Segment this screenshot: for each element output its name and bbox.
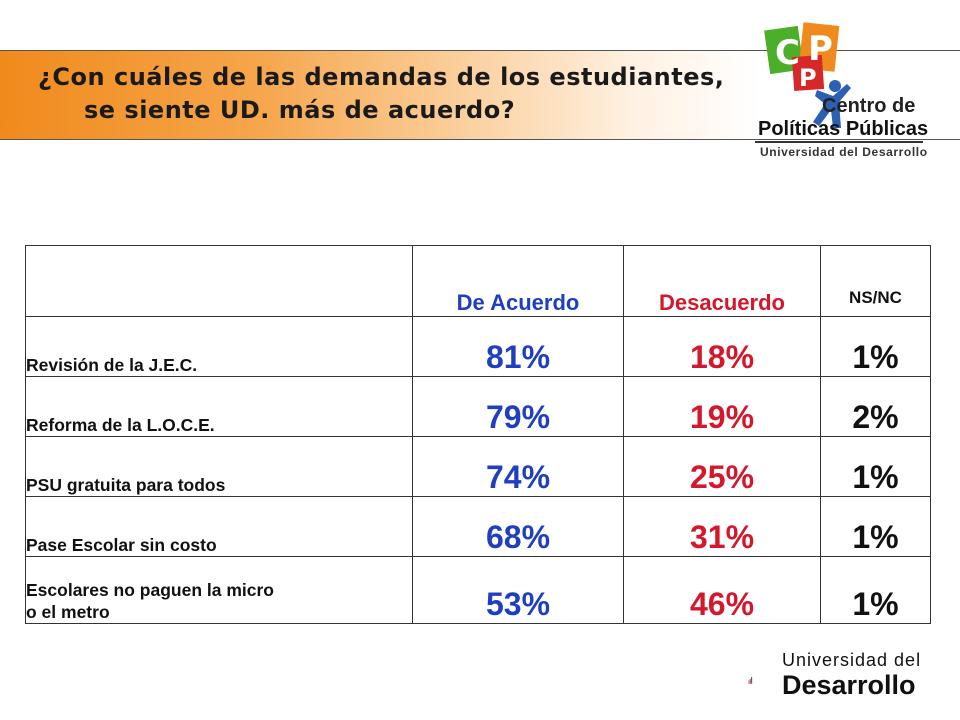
ud-logo-icon xyxy=(748,677,753,684)
ns-value: 1% xyxy=(820,436,931,497)
ud-logo-text-1: Universidad del xyxy=(782,650,922,670)
agree-value: 74% xyxy=(412,436,624,497)
table-row: PSU gratuita para todos 74% 25% 1% xyxy=(25,436,931,497)
header-empty-cell xyxy=(25,245,413,317)
svg-text:P: P xyxy=(808,29,833,69)
table-row: Revisión de la J.E.C. 81% 18% 1% xyxy=(25,316,931,377)
row-label: Revisión de la J.E.C. xyxy=(25,316,413,377)
row-label: Escolares no paguen la micro o el metro xyxy=(25,556,413,624)
disagree-value: 31% xyxy=(623,496,821,557)
header-desacuerdo: Desacuerdo xyxy=(623,245,821,317)
disagree-value: 19% xyxy=(623,376,821,437)
table-header-row: De Acuerdo Desacuerdo NS/NC xyxy=(25,245,931,317)
slide-title-line-1: ¿Con cuáles de las demandas de los estud… xyxy=(38,63,725,91)
cpp-logo-divider xyxy=(755,141,923,143)
cpp-logo: C P P xyxy=(764,22,851,128)
ns-value: 1% xyxy=(820,556,931,624)
header-ns-nc: NS/NC xyxy=(820,245,931,317)
cpp-logo-text-2: Políticas Públicas xyxy=(758,118,929,140)
table-row: Pase Escolar sin costo 68% 31% 1% xyxy=(25,496,931,557)
agree-value: 79% xyxy=(412,376,624,437)
cpp-logo-text-3: Universidad del Desarrollo xyxy=(760,145,928,159)
table-row: Reforma de la L.O.C.E. 79% 19% 2% xyxy=(25,376,931,437)
header-de-acuerdo: De Acuerdo xyxy=(412,245,624,317)
ns-value: 2% xyxy=(820,376,931,437)
cpp-logo-text-1: Centro de xyxy=(822,95,916,117)
results-table: De Acuerdo Desacuerdo NS/NC Revisión de … xyxy=(25,245,931,624)
row-label: Pase Escolar sin costo xyxy=(25,496,413,557)
agree-value: 68% xyxy=(412,496,624,557)
disagree-value: 18% xyxy=(623,316,821,377)
agree-value: 81% xyxy=(412,316,624,377)
table-row: Escolares no paguen la micro o el metro … xyxy=(25,556,931,624)
row-label: Reforma de la L.O.C.E. xyxy=(25,376,413,437)
row-label: PSU gratuita para todos xyxy=(25,436,413,497)
slide-title-line-2: se siente UD. más de acuerdo? xyxy=(84,96,516,124)
ns-value: 1% xyxy=(820,496,931,557)
ns-value: 1% xyxy=(820,316,931,377)
svg-text:P: P xyxy=(799,64,817,92)
disagree-value: 46% xyxy=(623,556,821,624)
ud-logo-text-2: Desarrollo xyxy=(782,670,916,700)
svg-text:C: C xyxy=(775,33,800,73)
agree-value: 53% xyxy=(412,556,624,624)
disagree-value: 25% xyxy=(623,436,821,497)
